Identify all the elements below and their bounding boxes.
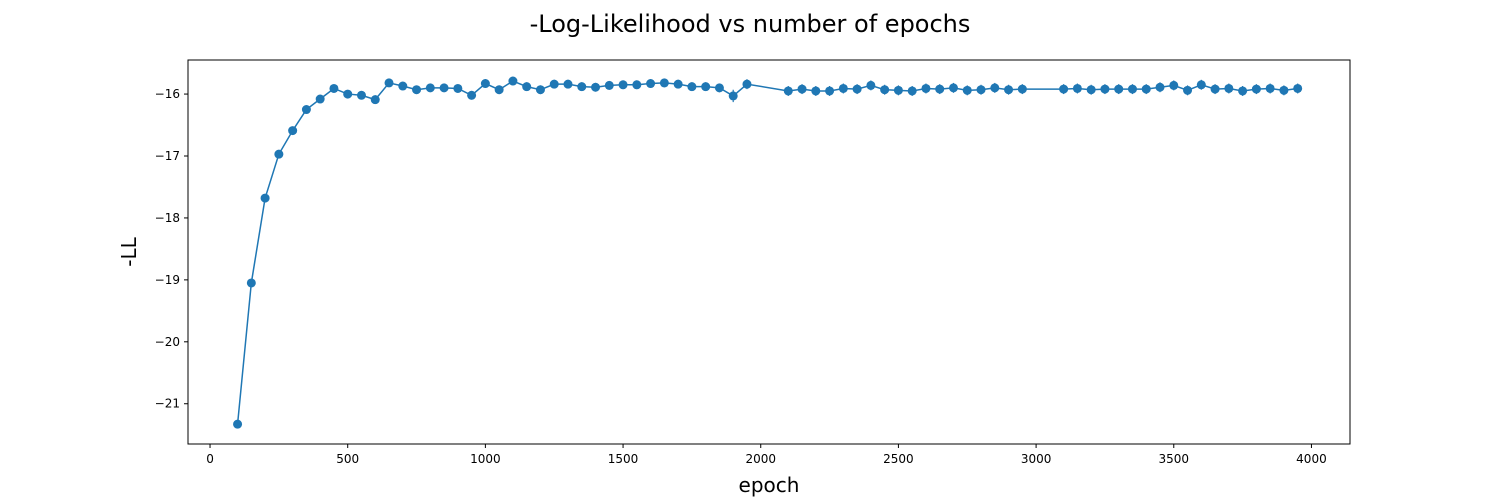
data-point [797,84,807,94]
data-point [935,84,945,94]
data-point [370,95,380,105]
series-line [236,80,1298,425]
data-point [1114,84,1124,94]
y-tick-label: −19 [155,273,180,287]
data-point [301,105,311,115]
data-point [866,80,876,90]
axes-frame [187,59,1351,445]
data-point [343,89,353,99]
data-point [522,82,532,92]
data-point [728,91,738,101]
x-tick-label: 4000 [1296,452,1327,466]
data-point [1004,85,1014,95]
data-point [508,76,518,86]
data-point [329,83,339,93]
data-point [687,82,697,92]
x-tick-label: 3000 [1021,452,1052,466]
data-point [838,83,848,93]
data-point [1196,80,1206,90]
x-tick-label: 500 [336,452,359,466]
data-point [494,85,504,95]
data-point [1141,84,1151,94]
chart-title: -Log-Likelihood vs number of epochs [530,10,971,38]
x-axis-label: epoch [739,473,800,497]
y-tick-label: −20 [155,335,180,349]
data-point [398,81,408,91]
data-point [1183,85,1193,95]
data-point [1086,85,1096,95]
data-point [907,86,917,96]
data-point [356,90,366,100]
x-tick-label: 3500 [1158,452,1189,466]
data-point [962,85,972,95]
data-point [811,86,821,96]
data-point [1059,84,1069,94]
data-point [618,80,628,90]
data-point [1238,86,1248,96]
x-tick-label: 0 [206,452,214,466]
data-point [948,83,958,93]
x-tick-label: 1500 [608,452,639,466]
data-point [467,90,477,100]
data-point [1251,84,1261,94]
data-point [425,83,435,93]
data-point [701,82,711,92]
data-point [714,83,724,93]
data-point [577,82,587,92]
data-point [274,149,284,159]
data-point [990,83,1000,93]
data-point [852,84,862,94]
data-point [976,85,986,95]
data-point [549,79,559,89]
data-point [1293,83,1303,93]
x-axis: 0 500 1000 1500 2000 2500 3000 3500 4000 [206,444,1327,466]
y-tick-label: −16 [155,87,180,101]
plot-area [233,76,1303,429]
data-point [921,83,931,93]
data-point [1279,85,1289,95]
data-point [453,83,463,93]
data-point [315,94,325,104]
data-point [825,86,835,96]
data-point [1210,84,1220,94]
data-point [1017,84,1027,94]
x-tick-label: 1000 [470,452,501,466]
data-point [632,80,642,90]
data-point [1155,82,1165,92]
data-point [673,79,683,89]
data-point [1169,80,1179,90]
data-point [646,79,656,89]
data-point [783,86,793,96]
data-point [1265,83,1275,93]
data-point [880,85,890,95]
x-tick-label: 2500 [883,452,914,466]
data-point [742,79,752,89]
y-axis: −21 −20 −19 −18 −17 −16 [155,87,188,411]
data-point [288,126,298,136]
data-point [233,419,243,429]
y-tick-label: −18 [155,211,180,225]
data-point [535,85,545,95]
data-point [1100,84,1110,94]
data-point [260,193,270,203]
data-point [1127,84,1137,94]
data-point [412,85,422,95]
data-point [384,78,394,88]
data-point [246,278,256,288]
data-point [659,78,669,88]
x-tick-label: 2000 [745,452,776,466]
y-tick-label: −21 [155,397,180,411]
data-point [480,79,490,89]
data-point [893,85,903,95]
y-axis-label: -LL [117,236,141,266]
data-point [439,83,449,93]
data-point [1224,83,1234,93]
data-point [604,80,614,90]
data-point [1072,83,1082,93]
data-point [563,79,573,89]
y-tick-label: −17 [155,149,180,163]
data-point [591,82,601,92]
